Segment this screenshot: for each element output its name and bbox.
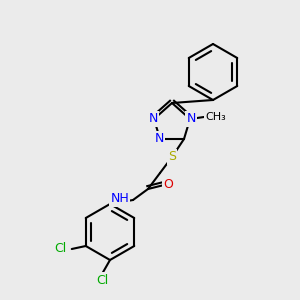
Text: S: S xyxy=(168,151,176,164)
Text: N: N xyxy=(148,112,158,125)
Text: N: N xyxy=(154,133,164,146)
Text: NH: NH xyxy=(110,193,129,206)
Text: N: N xyxy=(186,112,196,125)
Text: O: O xyxy=(163,178,173,191)
Text: CH₃: CH₃ xyxy=(205,112,226,122)
Text: Cl: Cl xyxy=(55,242,67,256)
Text: Cl: Cl xyxy=(96,274,108,286)
